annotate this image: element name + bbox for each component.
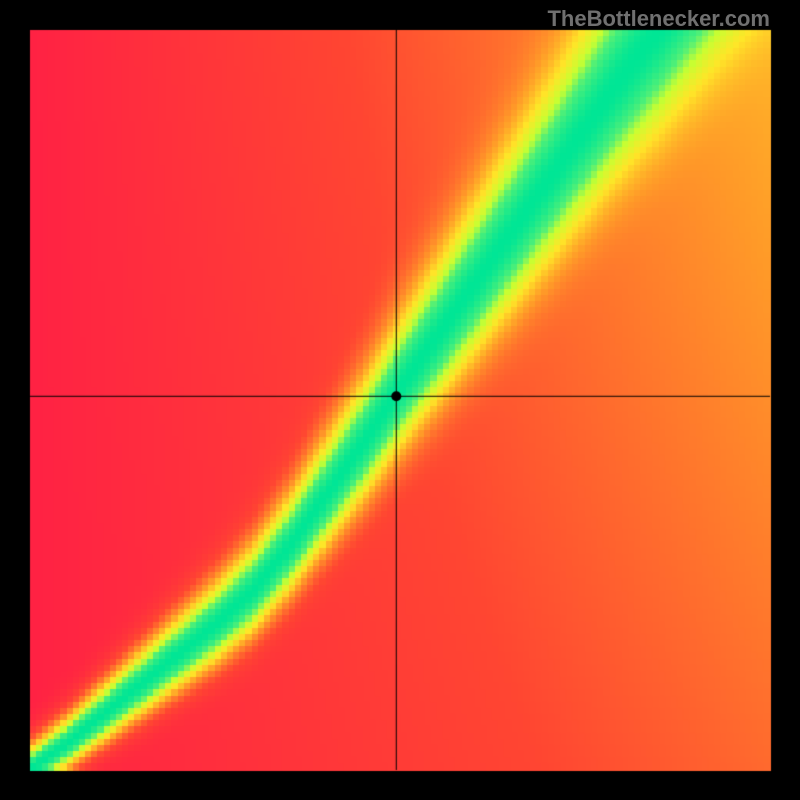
heatmap-canvas	[0, 0, 800, 800]
watermark-text: TheBottlenecker.com	[547, 6, 770, 32]
chart-container: TheBottlenecker.com	[0, 0, 800, 800]
